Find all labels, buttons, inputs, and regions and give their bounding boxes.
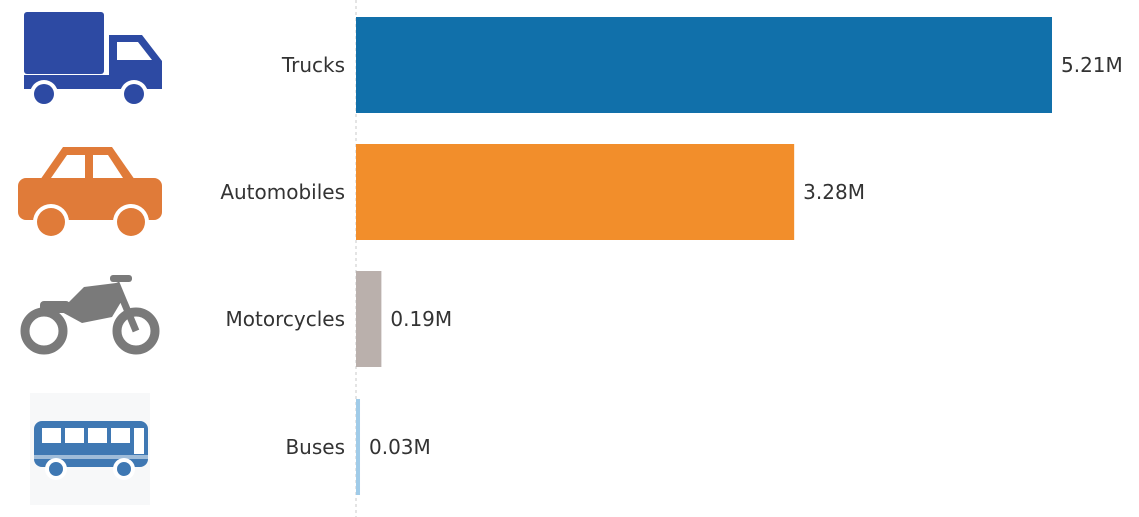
car-icon [18, 147, 162, 240]
truck-icon [24, 12, 162, 108]
bar-buses [356, 399, 361, 495]
category-label-trucks: Trucks [281, 53, 345, 77]
motorcycle-icon [20, 275, 160, 355]
bar-motorcycles [356, 271, 382, 367]
bar-automobiles [356, 144, 795, 240]
icons-layer [18, 12, 162, 505]
value-label-automobiles: 3.28M [803, 180, 865, 204]
value-label-buses: 0.03M [369, 435, 431, 459]
bars-layer [356, 17, 1052, 495]
category-label-automobiles: Automobiles [220, 180, 345, 204]
category-label-motorcycles: Motorcycles [226, 307, 345, 331]
value-label-trucks: 5.21M [1061, 53, 1123, 77]
bus-icon [30, 393, 150, 505]
bar-trucks [356, 17, 1052, 113]
category-label-buses: Buses [285, 435, 345, 459]
value-label-motorcycles: 0.19M [390, 307, 452, 331]
labels-layer: Trucks 5.21M Automobiles 3.28M Motorcycles 0.… [220, 53, 1122, 459]
